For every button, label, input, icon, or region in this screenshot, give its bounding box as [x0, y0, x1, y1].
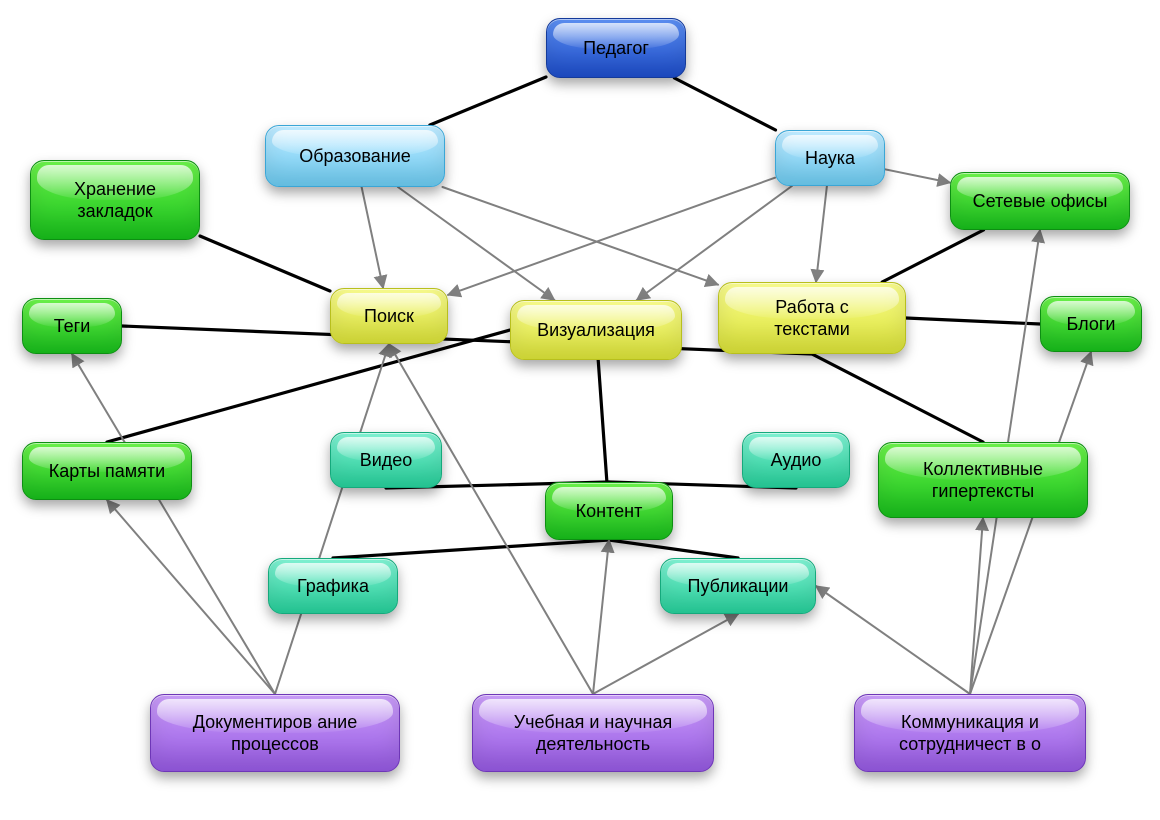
node-hypertext[interactable]: Коллективные гипертексты	[878, 442, 1088, 518]
node-label: Документиров ание процессов	[193, 711, 358, 756]
edge-texts-to-hypertext	[812, 354, 983, 442]
edge-education-to-texts	[443, 187, 719, 285]
edge-doc-to-search	[275, 344, 389, 694]
node-comm[interactable]: Коммуникация и сотрудничест в о	[854, 694, 1086, 772]
node-label: Видео	[360, 449, 413, 472]
edge-study-to-publications	[593, 614, 738, 694]
node-education[interactable]: Образование	[265, 125, 445, 187]
node-audio[interactable]: Аудио	[742, 432, 850, 488]
node-label: Коллективные гипертексты	[923, 458, 1043, 503]
edge-comm-to-publications	[816, 586, 970, 694]
node-visual[interactable]: Визуализация	[510, 300, 682, 360]
node-tags[interactable]: Теги	[22, 298, 122, 354]
node-label: Образование	[299, 145, 411, 168]
node-doc[interactable]: Документиров ание процессов	[150, 694, 400, 772]
diagram-canvas: Педагог Образование Наука Хранение закладок…	[0, 0, 1160, 820]
node-label: Визуализация	[537, 319, 655, 342]
edge-doc-to-mindmaps	[107, 500, 275, 694]
node-label: Теги	[54, 315, 91, 338]
node-bookmarks[interactable]: Хранение закладок	[30, 160, 200, 240]
node-graphics[interactable]: Графика	[268, 558, 398, 614]
node-label: Контент	[576, 500, 643, 523]
node-publications[interactable]: Публикации	[660, 558, 816, 614]
edge-education-to-search	[362, 187, 384, 288]
node-search[interactable]: Поиск	[330, 288, 448, 344]
edge-pedagog-to-education	[430, 77, 546, 125]
node-label: Педагог	[583, 37, 649, 60]
node-texts[interactable]: Работа с текстами	[718, 282, 906, 354]
node-blogs[interactable]: Блоги	[1040, 296, 1142, 352]
edge-content-to-publications	[609, 540, 738, 558]
edge-comm-to-hypertext	[970, 518, 983, 694]
edge-texts-to-netoffices	[882, 230, 983, 282]
node-label: Карты памяти	[49, 460, 165, 483]
node-content[interactable]: Контент	[545, 482, 673, 540]
node-label: Сетевые офисы	[973, 190, 1108, 213]
node-netoffices[interactable]: Сетевые офисы	[950, 172, 1130, 230]
node-mindmaps[interactable]: Карты памяти	[22, 442, 192, 500]
edge-texts-to-tags	[122, 326, 812, 354]
edge-visual-to-content	[598, 360, 607, 482]
node-pedagog[interactable]: Педагог	[546, 18, 686, 78]
edge-science-to-texts	[816, 186, 827, 282]
edge-pedagog-to-science	[674, 78, 775, 130]
edge-doc-to-tags	[72, 354, 275, 694]
node-label: Работа с текстами	[774, 296, 850, 341]
edge-content-to-graphics	[333, 540, 609, 558]
edge-comm-to-blogs	[970, 352, 1091, 694]
node-science[interactable]: Наука	[775, 130, 885, 186]
node-label: Наука	[805, 147, 855, 170]
node-study[interactable]: Учебная и научная деятельность	[472, 694, 714, 772]
node-label: Коммуникация и сотрудничест в о	[899, 711, 1041, 756]
node-label: Учебная и научная деятельность	[514, 711, 673, 756]
node-label: Поиск	[364, 305, 414, 328]
node-label: Аудио	[771, 449, 822, 472]
edge-bookmarks-to-search	[200, 236, 330, 291]
edge-science-to-search	[448, 178, 775, 295]
edge-science-to-netoffices	[885, 169, 950, 182]
node-label: Блоги	[1067, 313, 1116, 336]
node-label: Публикации	[688, 575, 789, 598]
node-label: Графика	[297, 575, 369, 598]
node-label: Хранение закладок	[74, 178, 156, 223]
edge-texts-to-blogs	[906, 318, 1040, 324]
edge-education-to-visual	[398, 187, 555, 300]
edge-visual-to-mindmaps	[107, 330, 510, 442]
node-video[interactable]: Видео	[330, 432, 442, 488]
edge-study-to-content	[593, 540, 609, 694]
